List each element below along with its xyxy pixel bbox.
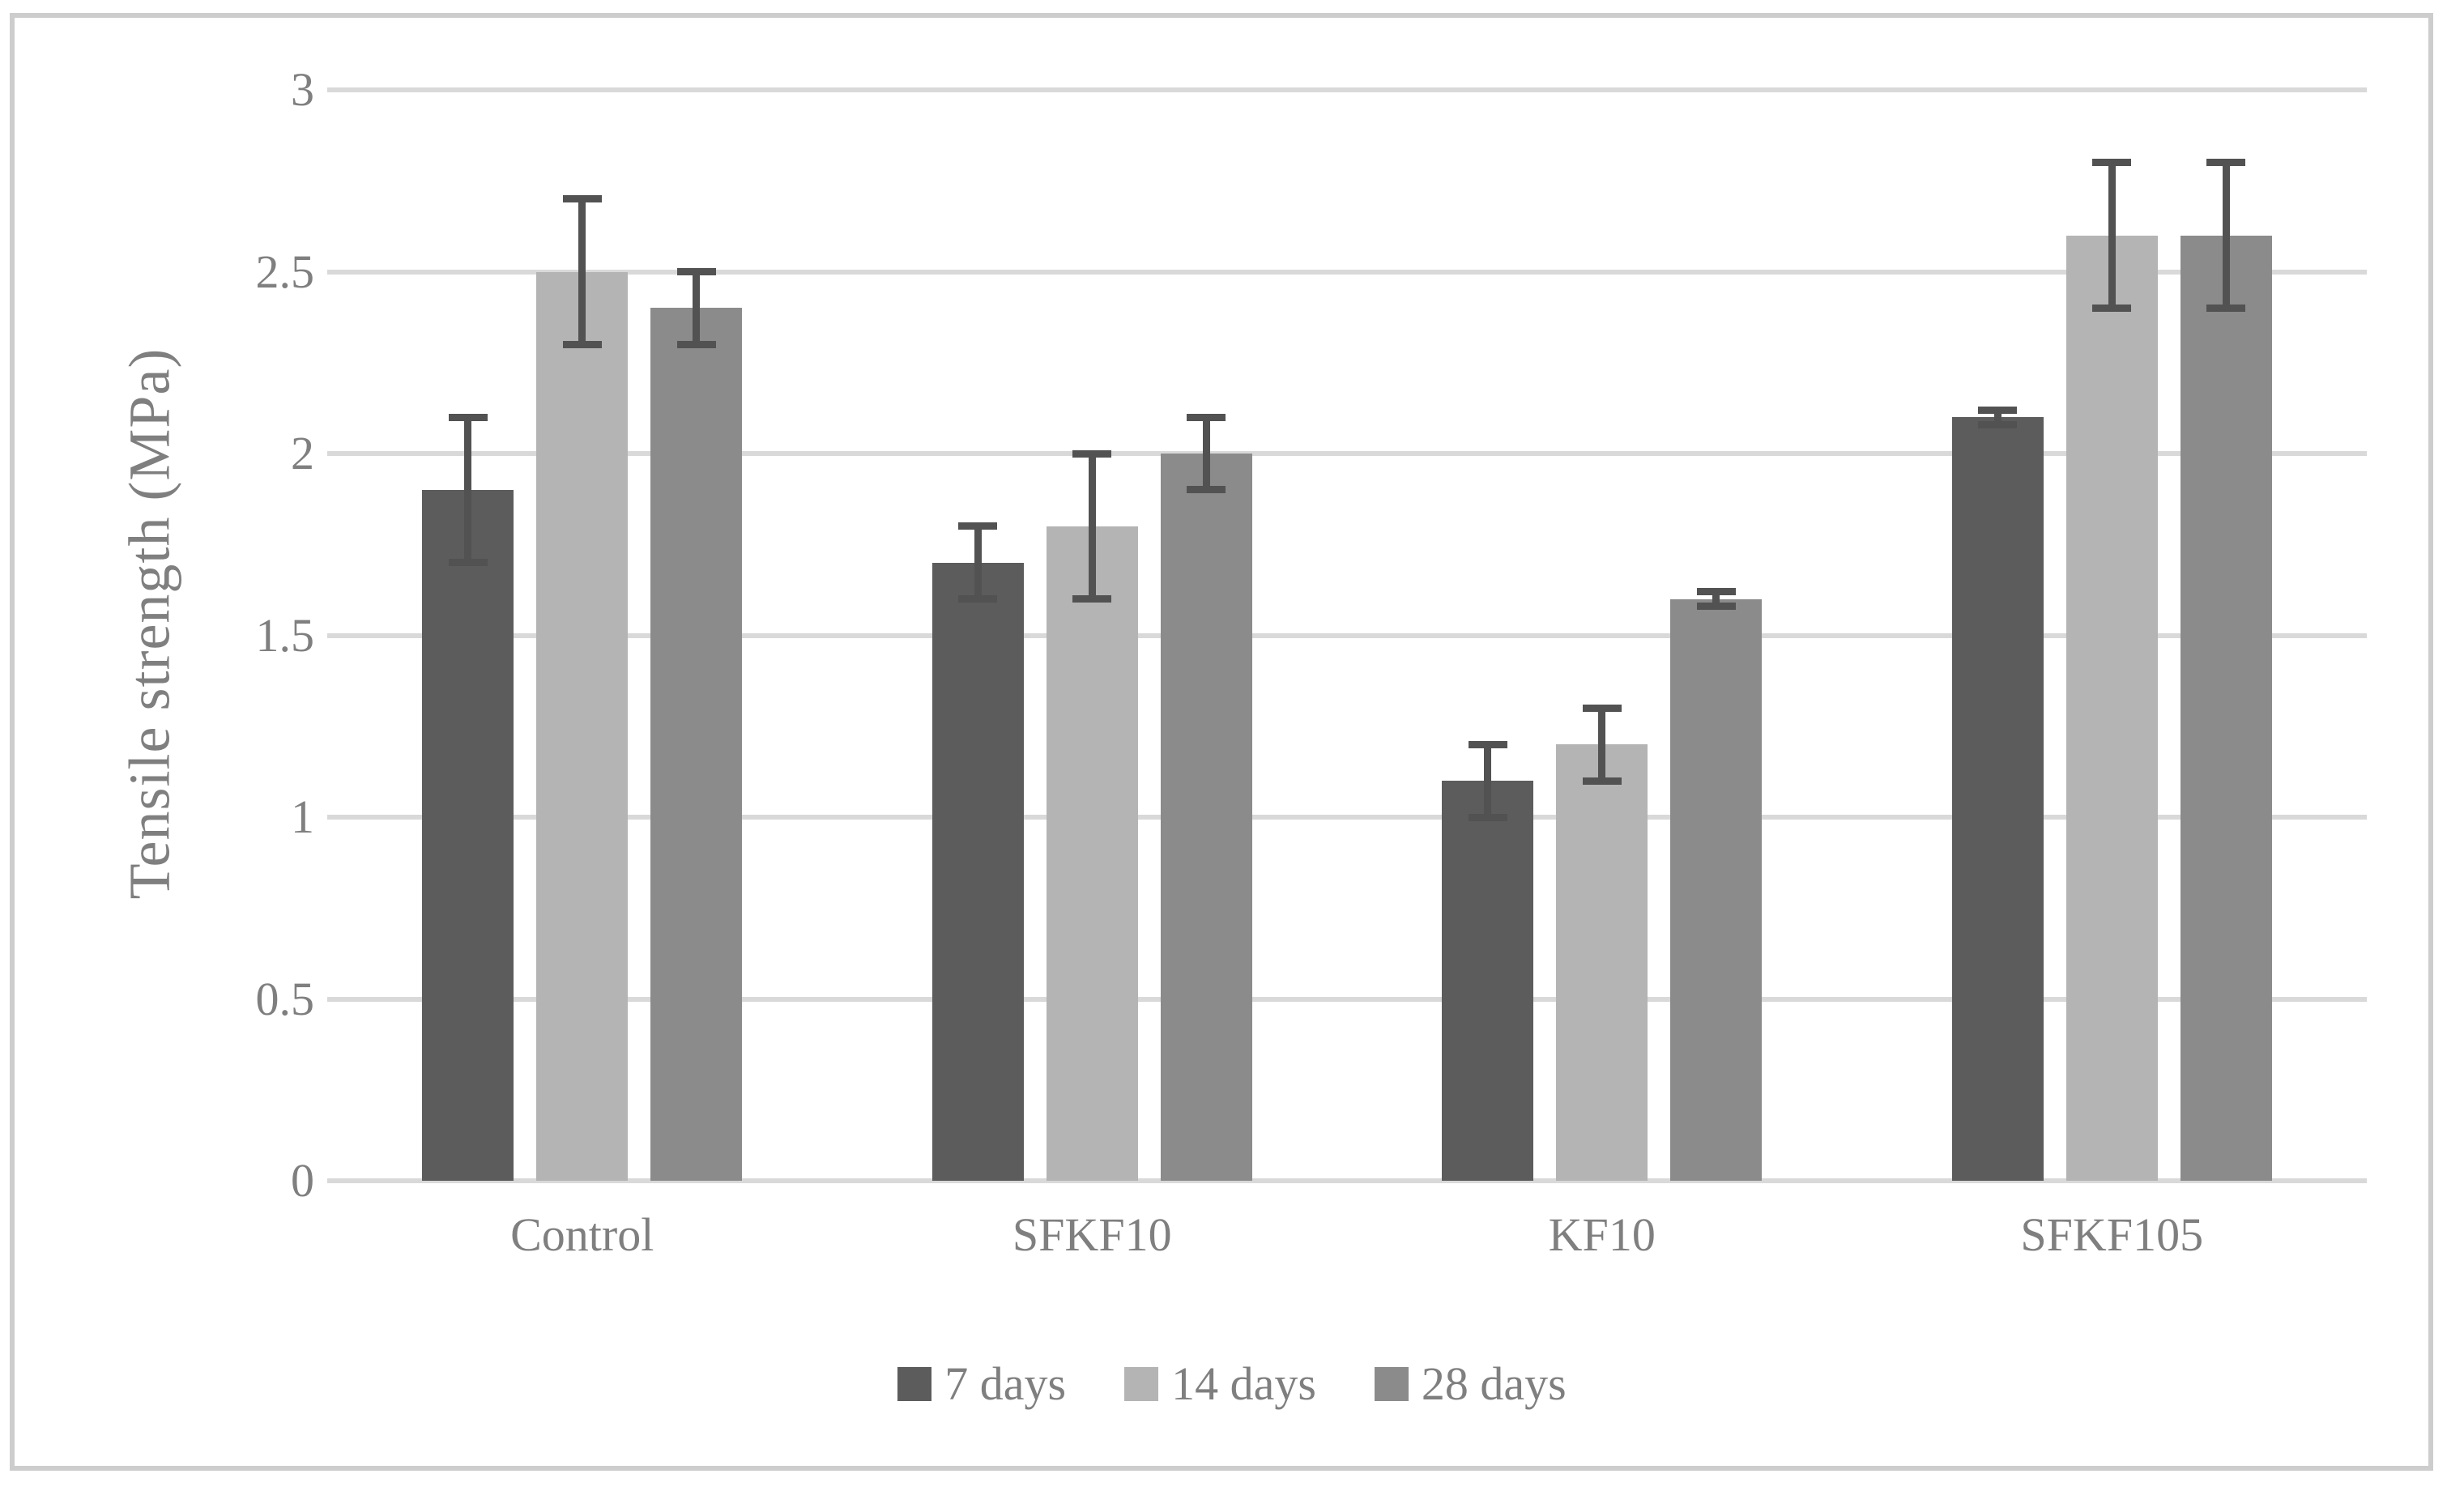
- bar-7-days-kf10: [1442, 781, 1534, 1181]
- error-bar-line-28-days-control: [693, 271, 701, 345]
- error-bar-cap-top-28-days-sfkf10: [1187, 413, 1226, 421]
- legend-label-14-days: 14 days: [1171, 1357, 1316, 1410]
- error-bar-cap-bottom-14-days-sfkf105: [2092, 304, 2132, 312]
- chart-border: [10, 13, 2433, 1471]
- error-bar-cap-top-14-days-sfkf105: [2092, 159, 2132, 167]
- gridline-0: [327, 1178, 2367, 1183]
- legend-swatch-7-days: [897, 1367, 932, 1401]
- bar-28-days-sfkf105: [2180, 235, 2272, 1181]
- error-bar-line-7-days-sfkf10: [974, 526, 982, 599]
- bar-14-days-sfkf10: [1046, 526, 1138, 1181]
- error-bar-line-14-days-sfkf10: [1088, 454, 1096, 599]
- error-bar-cap-bottom-14-days-control: [562, 340, 602, 348]
- error-bar-line-14-days-kf10: [1598, 708, 1606, 782]
- y-tick-label-2.5: 2.5: [255, 245, 315, 298]
- error-bar-line-28-days-sfkf105: [2222, 162, 2230, 309]
- error-bar-cap-top-7-days-kf10: [1468, 740, 1507, 748]
- y-tick-label-1: 1: [291, 790, 314, 843]
- bar-14-days-kf10: [1556, 744, 1648, 1181]
- error-bar-cap-top-28-days-control: [676, 268, 716, 275]
- error-bar-cap-top-7-days-sfkf105: [1978, 406, 2018, 414]
- legend-swatch-28-days: [1374, 1367, 1409, 1401]
- error-bar-cap-bottom-7-days-sfkf105: [1978, 420, 2018, 428]
- y-tick-label-0: 0: [291, 1154, 314, 1207]
- gridline-2.5: [327, 269, 2367, 275]
- bar-28-days-kf10: [1670, 598, 1763, 1181]
- y-tick-label-2: 2: [291, 427, 314, 479]
- gridline-3: [327, 87, 2367, 92]
- gridline-1.5: [327, 632, 2367, 638]
- bar-14-days-control: [536, 271, 629, 1181]
- error-bar-cap-top-28-days-sfkf105: [2206, 159, 2246, 167]
- error-bar-cap-top-14-days-control: [562, 195, 602, 203]
- legend: 7 days 14 days 28 days: [0, 1357, 2464, 1411]
- y-tick-label-0.5: 0.5: [255, 972, 315, 1025]
- bar-28-days-sfkf10: [1160, 454, 1252, 1181]
- x-category-label-sfkf105: SFKF105: [2020, 1208, 2204, 1261]
- error-bar-cap-bottom-7-days-control: [448, 559, 488, 567]
- bar-28-days-control: [650, 308, 743, 1181]
- legend-label-7-days: 7 days: [944, 1357, 1067, 1410]
- gridline-2: [327, 451, 2367, 456]
- legend-item-14-days: 14 days: [1124, 1357, 1316, 1411]
- legend-item-7-days: 7 days: [897, 1357, 1066, 1411]
- x-category-label-sfkf10: SFKF10: [1012, 1208, 1172, 1261]
- bar-14-days-sfkf105: [2065, 235, 2158, 1181]
- bar-7-days-sfkf10: [931, 562, 1024, 1181]
- error-bar-cap-bottom-14-days-sfkf10: [1072, 595, 1112, 603]
- error-bar-cap-top-7-days-control: [448, 413, 488, 421]
- error-bar-cap-bottom-7-days-kf10: [1468, 813, 1507, 821]
- error-bar-cap-bottom-14-days-kf10: [1582, 777, 1622, 785]
- legend-swatch-14-days: [1124, 1367, 1159, 1401]
- error-bar-line-7-days-control: [464, 417, 472, 563]
- y-tick-label-3: 3: [291, 63, 314, 116]
- bar-7-days-sfkf105: [1951, 417, 2044, 1181]
- gridline-0.5: [327, 996, 2367, 1002]
- error-bar-line-7-days-kf10: [1484, 744, 1492, 817]
- x-category-label-kf10: KF10: [1548, 1208, 1656, 1261]
- error-bar-cap-bottom-28-days-control: [676, 340, 716, 348]
- legend-item-28-days: 28 days: [1374, 1357, 1567, 1411]
- error-bar-cap-top-14-days-sfkf10: [1072, 449, 1112, 458]
- gridline-1: [327, 815, 2367, 820]
- x-category-label-control: Control: [510, 1208, 654, 1261]
- error-bar-cap-top-7-days-sfkf10: [958, 522, 998, 530]
- error-bar-line-7-days-sfkf105: [1993, 410, 2001, 425]
- error-bar-cap-bottom-28-days-sfkf10: [1187, 486, 1226, 494]
- error-bar-line-28-days-sfkf10: [1202, 417, 1210, 490]
- error-bar-cap-top-28-days-kf10: [1696, 588, 1736, 596]
- error-bar-line-14-days-control: [578, 198, 586, 345]
- error-bar-cap-bottom-28-days-kf10: [1696, 603, 1736, 611]
- error-bar-cap-bottom-7-days-sfkf10: [958, 595, 998, 603]
- error-bar-line-28-days-kf10: [1712, 591, 1720, 607]
- legend-label-28-days: 28 days: [1421, 1357, 1567, 1410]
- error-bar-cap-bottom-28-days-sfkf105: [2206, 304, 2246, 312]
- error-bar-line-14-days-sfkf105: [2108, 162, 2116, 309]
- error-bar-cap-top-14-days-kf10: [1582, 704, 1622, 712]
- bar-7-days-control: [422, 489, 514, 1181]
- y-tick-label-1.5: 1.5: [255, 608, 315, 662]
